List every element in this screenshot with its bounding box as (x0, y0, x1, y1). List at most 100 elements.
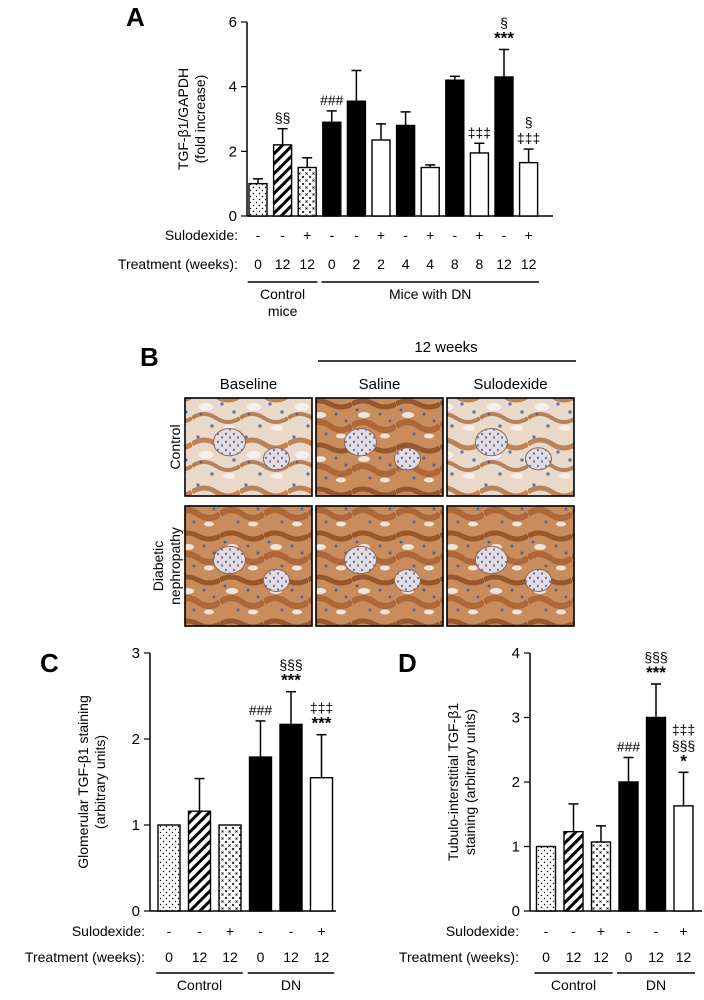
group-label: Control (177, 977, 222, 993)
treatment-row-label: Treatment (weeks): (25, 949, 145, 965)
glomerulus (343, 545, 377, 575)
significance-label: * (680, 751, 687, 770)
y-tick-label: 1 (132, 817, 140, 834)
micrograph-row-label: Diabetic (150, 541, 166, 592)
significance-label: *** (281, 671, 301, 690)
sulodexide-row-label: Sulodexide: (165, 227, 238, 243)
glomerulus (393, 447, 421, 471)
treatment-weeks: 4 (402, 256, 410, 272)
micrograph-tile (446, 397, 575, 497)
micrograph-panel: B 12 weeks Baseline Saline Sulodexide Control… (140, 339, 576, 627)
micrograph-image (446, 505, 575, 627)
y-tick-label: 4 (229, 79, 237, 96)
treatment-weeks: 12 (521, 256, 537, 272)
micrograph-row-label: Control (167, 424, 183, 469)
panel-label-a: A (126, 2, 145, 32)
y-tick-label: 0 (512, 903, 520, 920)
bar (469, 152, 490, 217)
bar (420, 166, 440, 217)
glomerulus (343, 428, 377, 457)
treatment-weeks: 12 (676, 949, 692, 965)
y-tick-label: 3 (512, 710, 520, 727)
y-tick-label: 6 (229, 14, 237, 31)
bar (673, 805, 694, 912)
bar (371, 139, 391, 217)
sulodexide-value: + (525, 227, 533, 243)
sulodexide-value: + (303, 227, 311, 243)
treatment-weeks: 12 (314, 949, 330, 965)
bar (187, 810, 212, 912)
micrograph-tile (315, 505, 444, 627)
treatment-weeks: 12 (275, 256, 291, 272)
treatment-weeks: 0 (165, 949, 173, 965)
significance-label: §§§ (279, 657, 302, 673)
sulodexide-value: + (597, 923, 605, 939)
glomerulus (262, 568, 290, 592)
treatment-weeks: 8 (476, 256, 484, 272)
glomerulus (262, 447, 290, 471)
sulodexide-value: + (377, 227, 385, 243)
treatment-row-label: Treatment (weeks): (399, 949, 519, 965)
group-label: DN (281, 977, 301, 993)
micrograph-tile (184, 397, 313, 497)
bar (297, 166, 317, 217)
significance-label: ‡‡‡ (310, 700, 333, 716)
sulodexide-value: - (280, 227, 285, 243)
significance-label: *** (646, 663, 666, 682)
treatment-weeks: 12 (566, 949, 582, 965)
sulodexide-value: - (256, 227, 261, 243)
sulodexide-value: - (329, 227, 334, 243)
sulodexide-value: + (426, 227, 434, 243)
y-axis-label: staining (arbitrary units) (462, 709, 478, 855)
micrograph-image (184, 397, 313, 497)
bar (218, 824, 242, 912)
sulodexide-value: - (354, 227, 359, 243)
treatment-weeks: 12 (299, 256, 315, 272)
sulodexide-value: - (452, 227, 457, 243)
bar (322, 121, 342, 217)
treatment-row-label: Treatment (weeks): (118, 256, 238, 272)
glomerulus (212, 545, 246, 575)
y-axis-label: (fold increase) (192, 75, 208, 164)
significance-label: ### (320, 92, 344, 108)
treatment-weeks: 12 (222, 949, 238, 965)
sulodexide-value: + (226, 923, 234, 939)
y-tick-label: 4 (512, 645, 520, 662)
treatment-weeks: 0 (625, 949, 633, 965)
y-axis-label: Glomerular TGF-β1 staining (75, 695, 91, 869)
significance-label: ‡‡‡ (672, 721, 695, 737)
sulodexide-value: - (258, 923, 263, 939)
treatment-weeks: 8 (451, 256, 459, 272)
panel-label-b: B (140, 342, 159, 372)
micrograph-column-label: Baseline (220, 376, 278, 393)
bar (618, 781, 639, 912)
bar (346, 100, 367, 217)
treatment-weeks: 12 (192, 949, 208, 965)
sulodexide-value: - (167, 923, 172, 939)
bar (395, 124, 416, 217)
micrograph-image (315, 505, 444, 627)
bar (157, 824, 181, 912)
sulodexide-value: - (571, 923, 576, 939)
significance-label: *** (312, 714, 332, 733)
significance-label: §§ (275, 110, 291, 126)
glomerulus (524, 447, 552, 471)
sulodexide-value: - (197, 923, 202, 939)
treatment-weeks: 0 (328, 256, 336, 272)
micrograph-image (315, 397, 444, 497)
bar (494, 76, 514, 217)
micrograph-column-label: Saline (359, 376, 401, 393)
glomerulus (524, 568, 552, 592)
significance-label: ### (617, 738, 641, 754)
sulodexide-value: - (544, 923, 549, 939)
treatment-weeks: 0 (254, 256, 262, 272)
bar (248, 756, 273, 912)
significance-label: §§§ (644, 649, 667, 665)
sulodexide-value: - (626, 923, 631, 939)
micrograph-image (446, 397, 575, 497)
group-label: Mice with DN (389, 286, 471, 302)
treatment-weeks: 2 (377, 256, 385, 272)
